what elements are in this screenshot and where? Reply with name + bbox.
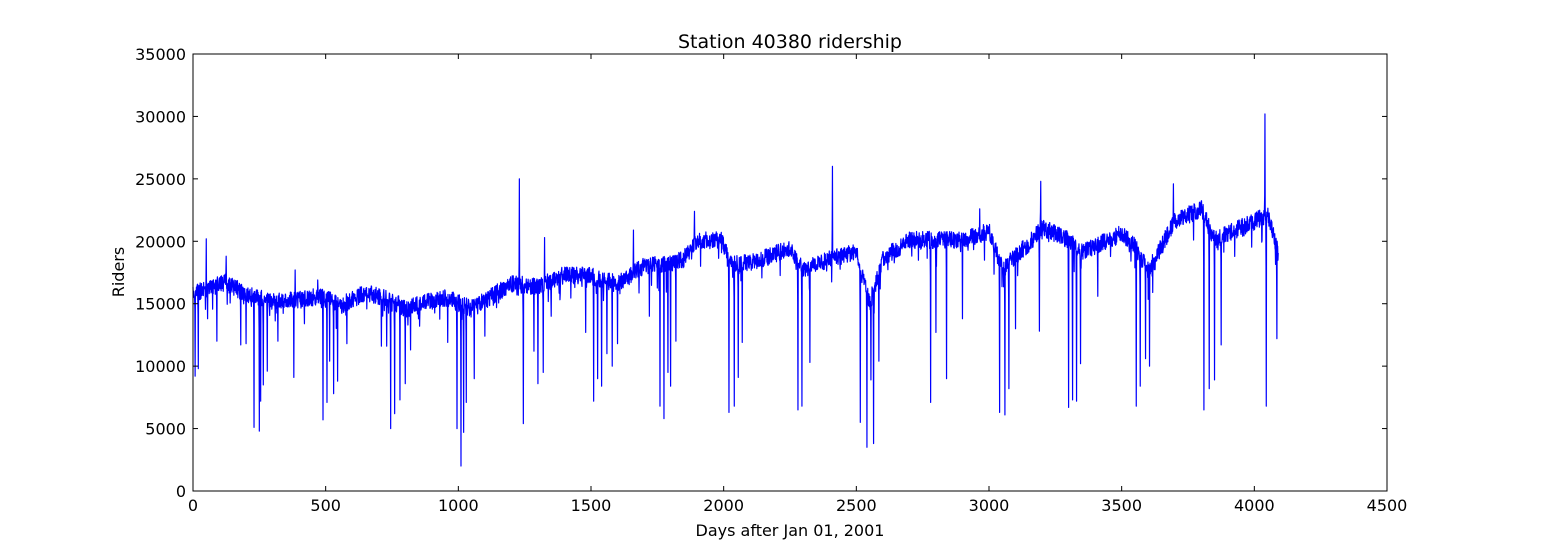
plot-area xyxy=(192,113,1279,467)
series-line xyxy=(192,113,1279,467)
y-tick-label: 20000 xyxy=(135,232,186,251)
y-tick-label: 10000 xyxy=(135,357,186,376)
plot-frame xyxy=(192,53,1388,492)
x-tick-label: 0 xyxy=(188,496,198,515)
y-tick-label: 0 xyxy=(176,482,186,501)
x-axis: 0 500 1000 1500 2000 2500 3000 3500 4000 4500 xyxy=(188,54,1407,515)
x-tick-label: 1000 xyxy=(438,496,479,515)
y-tick-label: 30000 xyxy=(135,107,186,126)
x-tick-label: 2500 xyxy=(836,496,877,515)
x-axis-label: Days after Jan 01, 2001 xyxy=(696,521,885,540)
x-tick-label: 2000 xyxy=(703,496,744,515)
x-tick-label: 3500 xyxy=(1101,496,1142,515)
x-tick-label: 500 xyxy=(310,496,341,515)
y-tick-label: 5000 xyxy=(145,420,186,439)
y-tick-label: 35000 xyxy=(135,45,186,64)
x-tick-label: 3000 xyxy=(969,496,1010,515)
y-axis: 0 5000 10000 15000 20000 25000 30000 35000 xyxy=(135,45,1387,501)
y-axis-label: Riders xyxy=(109,247,128,297)
y-tick-label: 15000 xyxy=(135,295,186,314)
y-tick-label: 25000 xyxy=(135,170,186,189)
x-tick-label: 1500 xyxy=(571,496,612,515)
x-tick-label: 4500 xyxy=(1367,496,1408,515)
x-tick-label: 4000 xyxy=(1234,496,1275,515)
chart-title: Station 40380 ridership xyxy=(678,31,902,53)
